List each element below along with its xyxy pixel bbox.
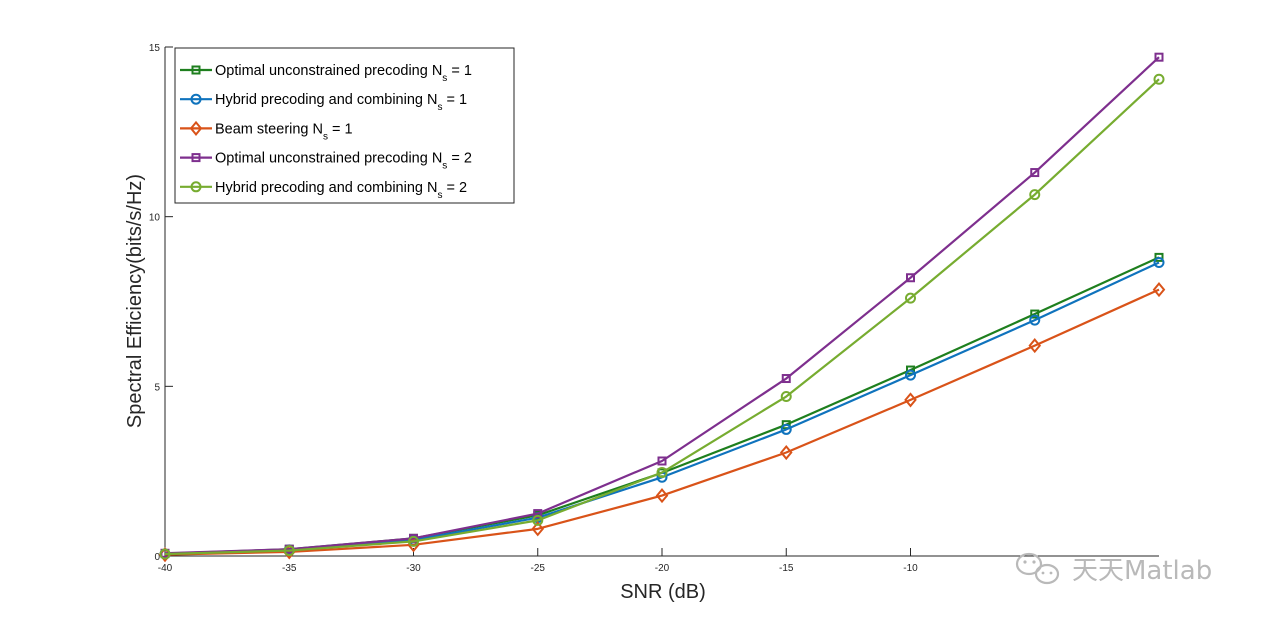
data-point-marker (906, 273, 915, 283)
y-axis-label: Spectral Efficiency(bits/s/Hz) (124, 174, 146, 428)
series-line (164, 256, 1160, 555)
data-point-marker (1028, 338, 1042, 354)
series-line (164, 78, 1160, 556)
y-tick-label: 5 (154, 382, 160, 393)
data-point-marker (780, 391, 792, 403)
legend-item: Optimal unconstrained precoding Ns = 1 (180, 63, 472, 84)
series-4 (160, 52, 1164, 558)
data-point-marker (1153, 256, 1165, 268)
series-line (164, 56, 1160, 555)
axes: -40 -35 -30 -25 -20 -15 -10 0 5 10 15 (149, 43, 1159, 574)
x-tick-label: -10 (903, 563, 918, 574)
data-point-marker (655, 488, 669, 504)
x-tick-label: -20 (655, 563, 670, 574)
x-tick-label: -40 (158, 563, 173, 574)
data-point-marker (533, 509, 543, 519)
y-tick-label: 0 (154, 552, 160, 563)
y-tick-label: 10 (149, 213, 161, 224)
series-1 (160, 252, 1164, 559)
legend-label: Hybrid precoding and combining Ns = 2 (215, 180, 467, 201)
data-point-marker (906, 365, 915, 375)
axis-labels: SNR (dB) Spectral Efficiency(bits/s/Hz) (124, 174, 706, 603)
legend-marker (190, 93, 202, 105)
x-tick-label: -25 (531, 563, 546, 574)
watermark: 天天Matlab (1015, 552, 1212, 586)
legend: Optimal unconstrained precoding Ns = 1 Hy… (174, 47, 515, 204)
wechat-icon (1015, 552, 1060, 585)
data-point-marker (408, 535, 419, 547)
data-point-marker (779, 444, 793, 461)
data-point-marker (1152, 282, 1166, 298)
legend-label: Hybrid precoding and combining Ns = 1 (215, 92, 467, 113)
legend-item: Hybrid precoding and combining Ns = 1 (180, 92, 467, 113)
data-point-marker (781, 420, 791, 430)
series-line (164, 288, 1160, 556)
legend-item: Hybrid precoding and combining Ns = 2 (180, 180, 467, 201)
legend-item: Beam steering Ns = 1 (180, 120, 353, 142)
data-point-marker (1030, 168, 1040, 178)
data-point-marker (905, 369, 916, 381)
data-point-marker (780, 423, 792, 435)
y-tick-label: 15 (149, 43, 161, 54)
data-point-marker (532, 514, 544, 526)
x-tick-label: -15 (779, 563, 794, 574)
legend-marker (190, 181, 202, 193)
legend-label: Optimal unconstrained precoding Ns = 2 (215, 151, 472, 172)
legend-marker (191, 65, 201, 75)
series-2 (159, 256, 1165, 560)
data-point-marker (159, 548, 171, 560)
legend-label: Optimal unconstrained precoding Ns = 1 (215, 63, 472, 84)
x-axis-label: SNR (dB) (620, 581, 706, 603)
x-tick-label: -30 (406, 563, 421, 574)
legend-marker (191, 153, 201, 163)
watermark-text: 天天Matlab (1072, 556, 1212, 586)
series-group (158, 52, 1166, 563)
data-point-marker (657, 456, 667, 466)
data-point-marker (1030, 309, 1040, 319)
data-point-marker (1029, 189, 1041, 201)
data-point-marker (283, 545, 295, 557)
data-point-marker (1029, 314, 1041, 326)
data-point-marker (781, 374, 791, 384)
data-point-marker (1154, 252, 1164, 262)
data-point-marker (1154, 52, 1164, 62)
legend-marker (189, 120, 203, 136)
legend-box (174, 47, 515, 204)
series-3 (158, 282, 1166, 563)
series-line (164, 261, 1160, 556)
data-point-marker (656, 467, 668, 479)
legend-item: Optimal unconstrained precoding Ns = 2 (180, 151, 472, 172)
series-5 (159, 73, 1165, 560)
legend-label: Beam steering Ns = 1 (215, 121, 353, 142)
data-point-marker (904, 392, 917, 408)
data-point-marker (905, 292, 916, 304)
data-point-marker (531, 521, 545, 537)
data-point-marker (1153, 73, 1165, 85)
x-tick-label: -35 (282, 563, 297, 574)
